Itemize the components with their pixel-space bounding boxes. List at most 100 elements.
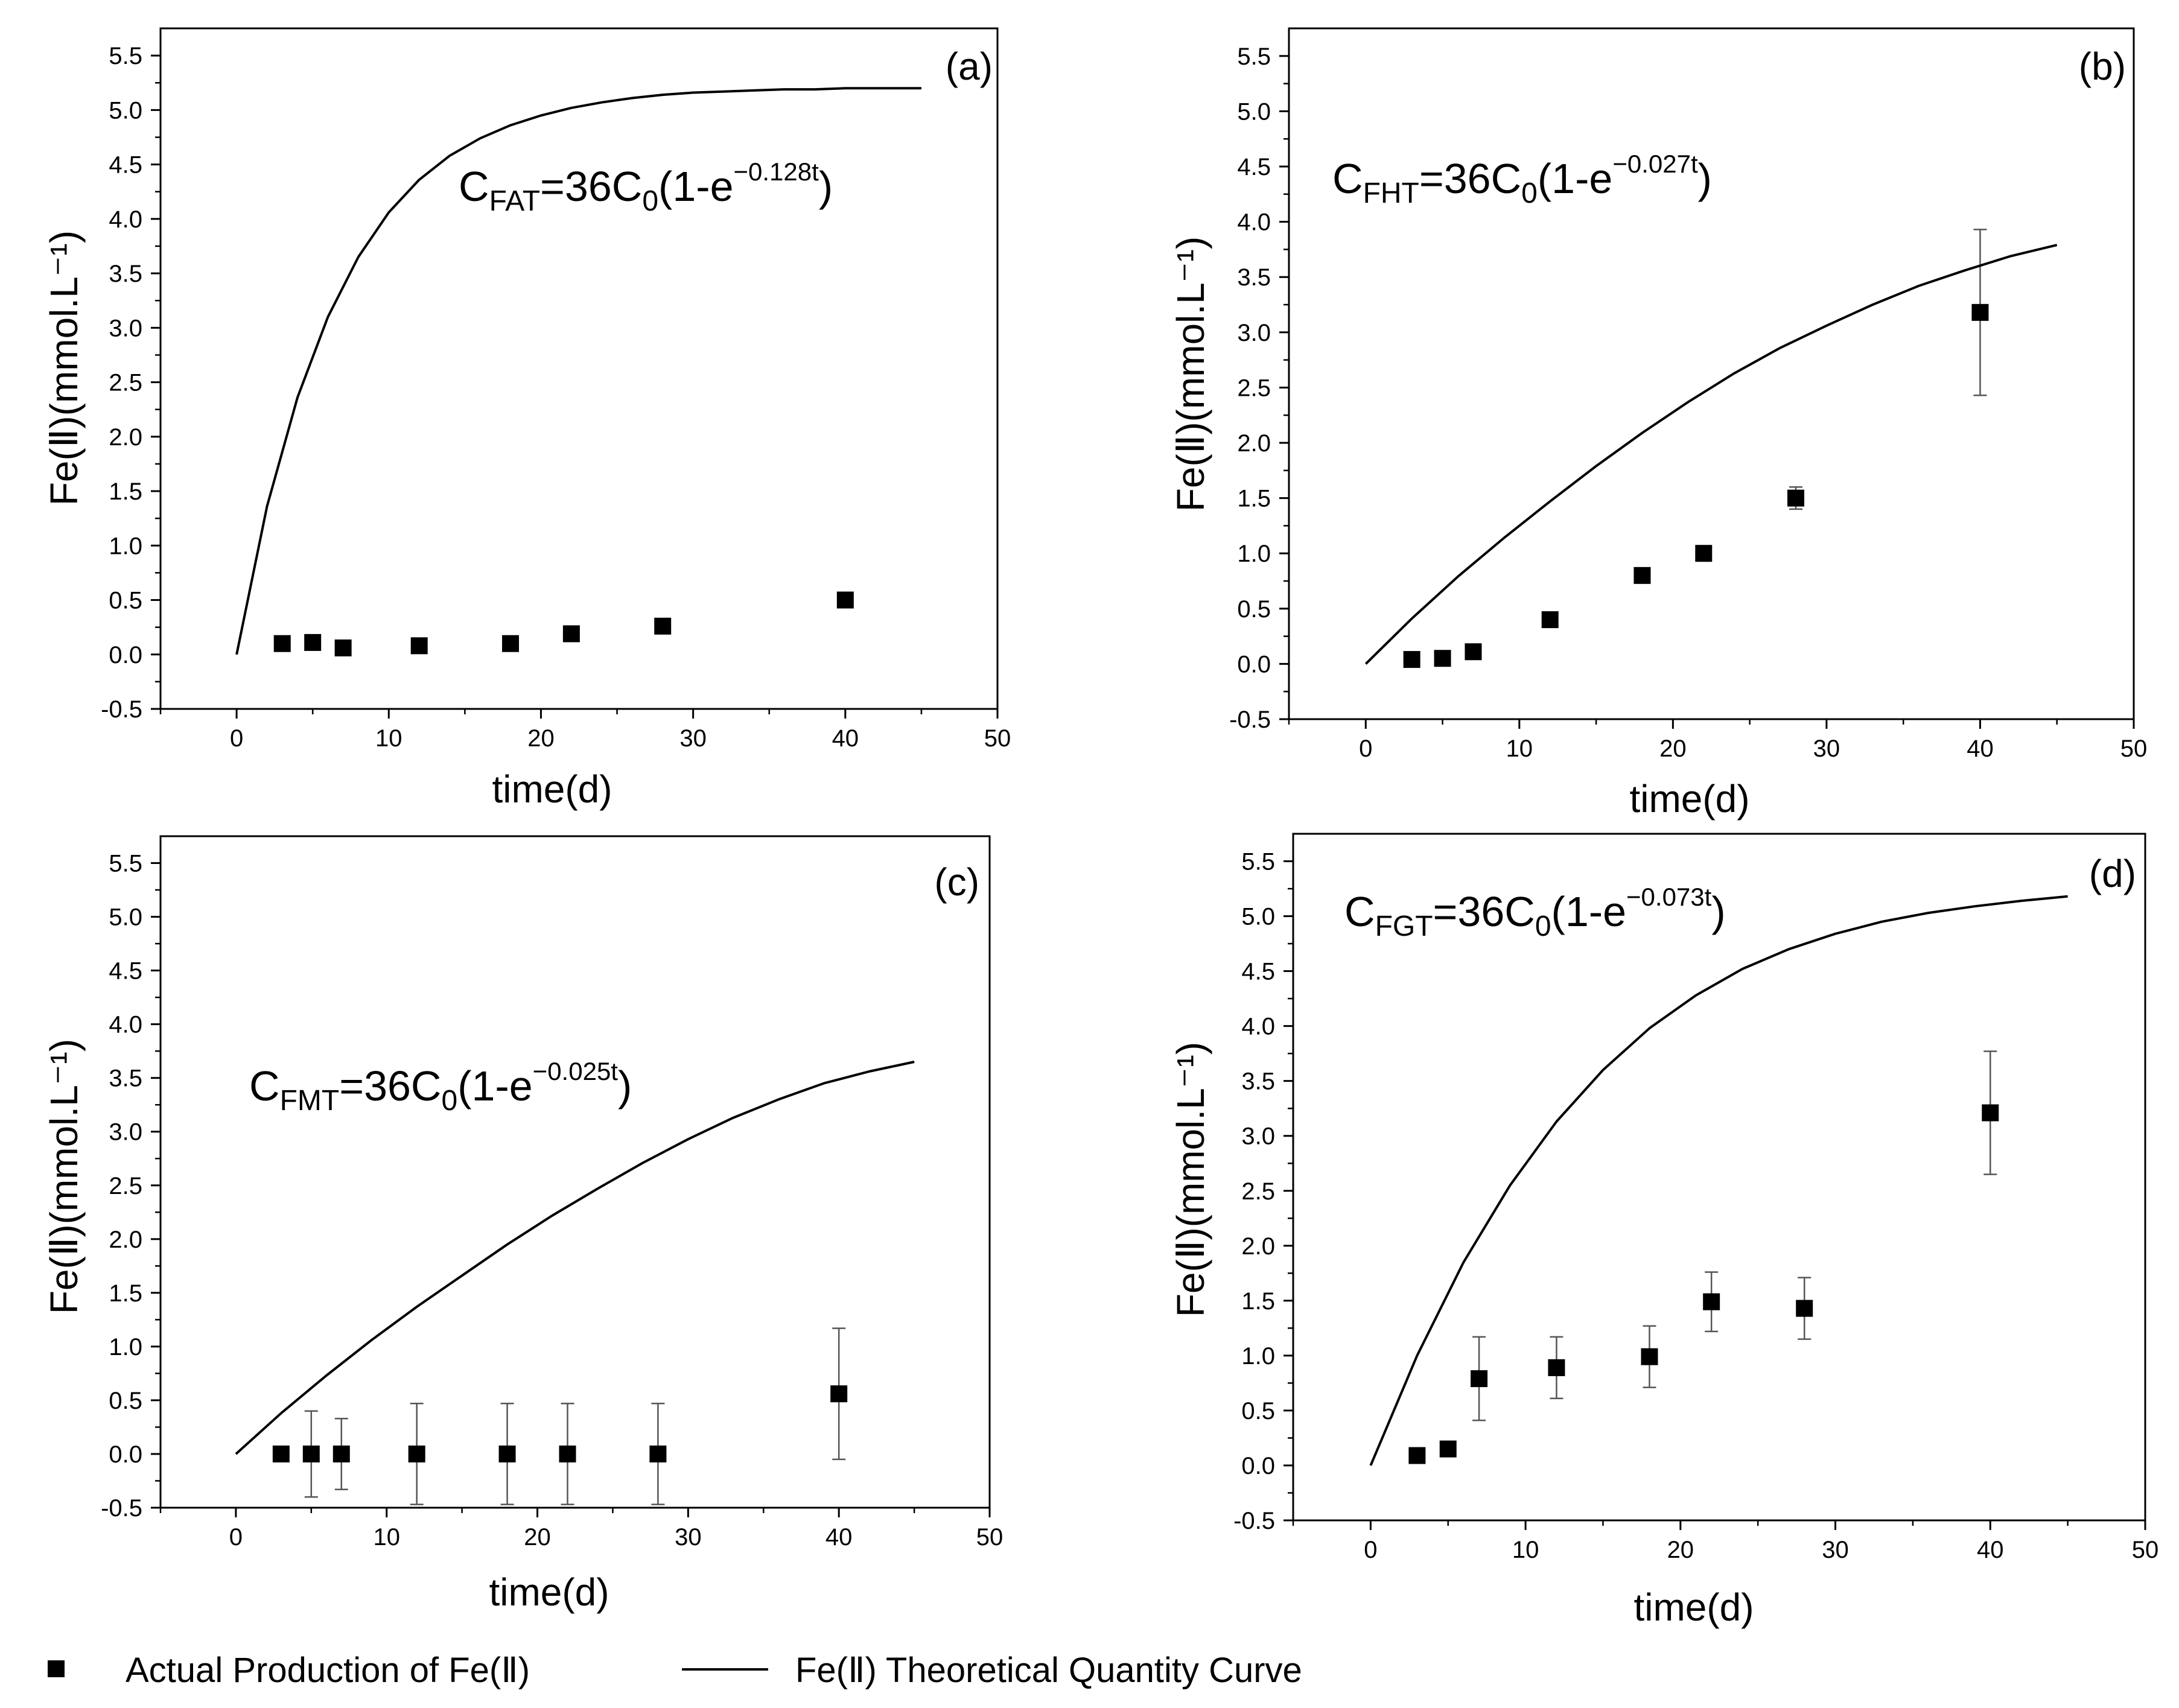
panel-a-y-tick-label: 0.0 [109, 642, 142, 668]
panel-d-x-tick-label: 0 [1364, 1537, 1377, 1563]
panel-b-x-tick-label: 0 [1359, 735, 1372, 762]
panel-c-data-point [559, 1445, 576, 1462]
panel-d-plot-frame [1292, 833, 2146, 1522]
panel-b-y-tick-label: 2.5 [1237, 375, 1271, 401]
panel-a: 0 10 20 30 40 50 -0.5 0.0 0.5 1.0 1.5 2.0 2.5 3.0 3.5 4… [42, 27, 1011, 811]
panel-a-x-axis-label: time(d) [492, 767, 612, 811]
panel-b-data-point [1633, 567, 1651, 584]
panel-d-y-tick-label: 2.0 [1241, 1233, 1275, 1260]
panel-c-y-tick-label: -0.5 [101, 1495, 142, 1522]
panel-a-y-tick-label: 1.0 [109, 533, 142, 559]
legend-actual-label: Actual Production of Fe(Ⅱ) [126, 1651, 530, 1690]
panel-b-x-axis-label: time(d) [1629, 777, 1749, 821]
panel-b-y-tick-label: 2.0 [1237, 430, 1271, 457]
panel-c-x-tick-label: 30 [675, 1524, 702, 1551]
panel-a-x-tick-label: 50 [984, 725, 1011, 752]
panel-d-marks [1369, 895, 2068, 1466]
panel-a-data-point [654, 617, 672, 635]
panel-d-y-tick-label: 4.0 [1241, 1014, 1275, 1040]
panel-b-y-tick-label: 4.0 [1237, 209, 1271, 236]
panel-a-data-point [836, 591, 854, 609]
panel-b-y-tick-label: 0.0 [1237, 651, 1271, 678]
panel-d-x-tick-label: 50 [2132, 1537, 2159, 1563]
panel-b-data-point [1465, 643, 1482, 661]
panel-a-data-point [410, 637, 428, 655]
panel-c-data-point [272, 1445, 290, 1462]
panel-b-data-point [1695, 545, 1713, 562]
panel-d-y-tick-label: 0.0 [1241, 1453, 1275, 1479]
panel-a-data-point [304, 633, 322, 651]
panel-a-theoretical-curve [235, 87, 921, 655]
panel-c-y-axis-label: Fe(Ⅱ)(mmol.L⁻¹) [42, 1039, 86, 1314]
panel-b-plot-frame [1288, 27, 2135, 720]
panel-a-equation: CFAT=36C0(1-e−0.128t) [459, 157, 833, 217]
panel-d-axes: 0 10 20 30 40 50 -0.5 0.0 0.5 1.0 1.5 2.0 2.5 3.0 3.5 4… [1233, 833, 2159, 1563]
panel-a-y-tick-label: -0.5 [101, 696, 142, 723]
panel-a-y-tick-label: 2.5 [109, 370, 142, 396]
panel-a-y-tick-label: 2.0 [109, 424, 142, 451]
panel-c-equation: CFMT=36C0(1-e−0.025t) [249, 1057, 632, 1117]
panel-c-x-tick-label: 0 [229, 1524, 243, 1551]
panel-a-x-tick-label: 0 [230, 725, 243, 752]
panel-c-y-tick-label: 0.0 [109, 1441, 142, 1468]
panel-a-y-tick-label: 4.0 [109, 206, 142, 233]
legend: Actual Production of Fe(Ⅱ) Fe(Ⅱ) Theoret… [48, 1651, 1302, 1690]
panel-c-x-tick-label: 40 [825, 1524, 853, 1551]
panel-d-data-point [1439, 1440, 1457, 1458]
panel-b-data-point [1787, 489, 1804, 507]
panel-b-y-tick-label: 1.0 [1237, 541, 1271, 567]
panel-b-y-tick-label: 0.5 [1237, 596, 1271, 623]
panel-c-plot-frame [159, 835, 991, 1509]
legend-marker-square-icon [48, 1660, 65, 1677]
panel-b-x-tick-label: 20 [1659, 735, 1687, 762]
panel-d-theoretical-curve [1369, 895, 2068, 1466]
panel-c-y-tick-label: 3.0 [109, 1119, 142, 1146]
panel-d-y-tick-label: 1.0 [1241, 1343, 1275, 1370]
panel-c-y-tick-label: 5.5 [109, 851, 142, 877]
panel-b-y-axis-label: Fe(Ⅱ)(mmol.L⁻¹) [1169, 237, 1212, 512]
panel-d-x-tick-label: 20 [1667, 1537, 1694, 1563]
panel-a-marks [235, 87, 921, 656]
panel-c-data-point [302, 1445, 320, 1462]
panel-d-y-tick-label: -0.5 [1233, 1508, 1275, 1534]
panel-c-data-point [498, 1445, 516, 1462]
panel-c-data-point [649, 1445, 667, 1462]
panel-d-x-tick-label: 40 [1977, 1537, 2004, 1563]
panel-a-data-point [502, 635, 520, 652]
panel-a-y-tick-label: 3.0 [109, 315, 142, 341]
panel-b-label: (b) [2079, 45, 2126, 88]
panel-d-y-tick-label: 3.5 [1241, 1068, 1275, 1095]
panel-d-data-point [1703, 1293, 1720, 1310]
panel-a-y-tick-label: 5.0 [109, 97, 142, 124]
panel-b-y-tick-label: 5.5 [1237, 43, 1271, 70]
panel-a-y-tick-label: 0.5 [109, 588, 142, 614]
panel-b-y-tick-label: 3.0 [1237, 320, 1271, 346]
panel-c-x-axis-label: time(d) [489, 1570, 609, 1614]
panel-c-y-tick-label: 0.5 [109, 1388, 142, 1414]
panel-d-data-point [1548, 1359, 1565, 1376]
panel-a-y-tick-label: 4.5 [109, 152, 142, 179]
panel-d-x-tick-label: 10 [1512, 1537, 1539, 1563]
panel-b-y-tick-label: 1.5 [1237, 486, 1271, 512]
panel-d-data-point [1796, 1300, 1813, 1317]
panel-d-y-tick-label: 4.5 [1241, 959, 1275, 985]
panel-c-data-point [408, 1445, 425, 1462]
panel-a-x-tick-label: 20 [527, 725, 555, 752]
panel-a-data-point [273, 635, 291, 652]
panel-b-axes: 0 10 20 30 40 50 -0.5 0.0 0.5 1.0 1.5 2.0 2.5 3.0 3.5 4… [1229, 27, 2148, 762]
panel-c-y-tick-label: 3.5 [109, 1065, 142, 1092]
panel-c-y-tick-label: 1.5 [109, 1280, 142, 1307]
panel-b-x-tick-label: 10 [1506, 735, 1533, 762]
panel-b-y-tick-label: -0.5 [1229, 706, 1271, 733]
panel-b-marks [1364, 229, 2058, 668]
panel-d-y-tick-label: 2.5 [1241, 1178, 1275, 1205]
panel-d-label: (d) [2089, 852, 2136, 895]
panel-a-axes: 0 10 20 30 40 50 -0.5 0.0 0.5 1.0 1.5 2.0 2.5 3.0 3.5 4… [101, 27, 1011, 752]
panel-b-x-tick-label: 50 [2120, 735, 2148, 762]
panel-a-x-tick-label: 10 [375, 725, 402, 752]
panel-b-data-point [1971, 303, 1989, 321]
panel-b: 0 10 20 30 40 50 -0.5 0.0 0.5 1.0 1.5 2.0 2.5 3.0 3.5 4… [1169, 27, 2148, 821]
panel-d: 0 10 20 30 40 50 -0.5 0.0 0.5 1.0 1.5 2.0 2.5 3.0 3.5 4… [1169, 833, 2159, 1629]
panel-a-y-axis-label: Fe(Ⅱ)(mmol.L⁻¹) [42, 230, 86, 506]
